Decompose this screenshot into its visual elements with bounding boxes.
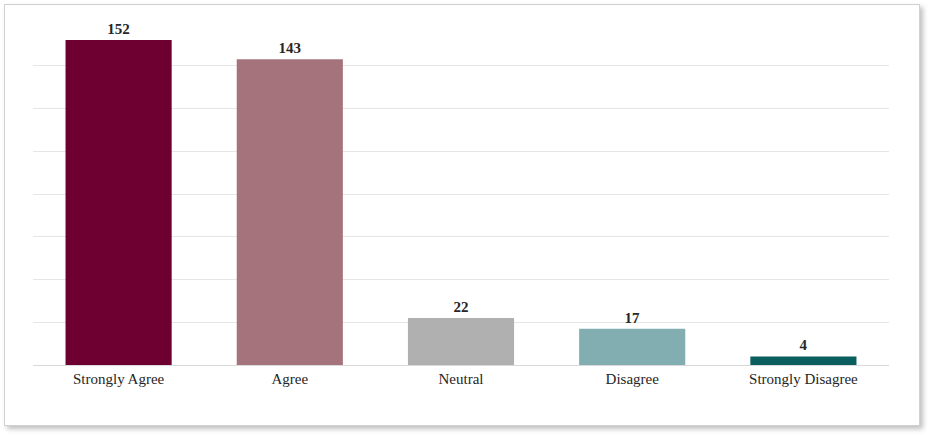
svg-text:Disagree: Disagree [606, 371, 660, 387]
svg-text:Strongly Agree: Strongly Agree [73, 371, 165, 387]
svg-text:152: 152 [107, 21, 130, 37]
svg-text:Agree: Agree [271, 371, 308, 387]
svg-text:22: 22 [454, 299, 469, 315]
svg-text:143: 143 [279, 40, 302, 56]
svg-text:17: 17 [624, 310, 640, 326]
svg-text:Strongly Disagree: Strongly Disagree [749, 371, 858, 387]
svg-text:Neutral: Neutral [439, 371, 484, 387]
svg-text:4: 4 [799, 337, 807, 353]
